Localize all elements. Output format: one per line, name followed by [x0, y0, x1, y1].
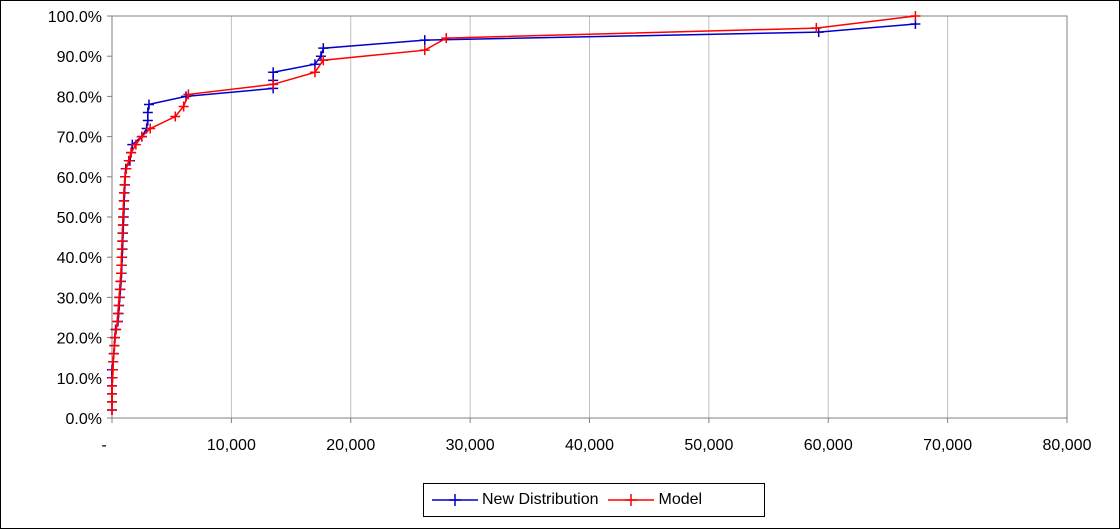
x-tick-label: 10,000 — [207, 437, 256, 454]
y-tick-label: 40.0% — [57, 250, 102, 267]
data-point-model — [121, 163, 132, 174]
legend: New Distribution Model — [423, 483, 765, 517]
y-tick-label: 80.0% — [57, 89, 102, 106]
data-point-model — [309, 67, 320, 78]
data-point-new-distribution — [268, 67, 279, 78]
legend-label-new-distribution: New Distribution — [482, 491, 599, 508]
x-tick-label: 40,000 — [565, 437, 614, 454]
data-point-model — [130, 139, 141, 150]
legend-swatch-model — [608, 494, 655, 506]
y-tick-label: 20.0% — [57, 331, 102, 348]
legend-entry-new-distribution: New Distribution — [432, 491, 598, 509]
data-point-model — [145, 123, 156, 134]
data-point-new-distribution — [419, 35, 430, 46]
data-point-model — [441, 33, 452, 44]
data-point-model — [111, 324, 122, 335]
data-point-new-distribution — [142, 107, 153, 118]
series-model — [107, 11, 921, 415]
x-tick-label: 20,000 — [326, 437, 375, 454]
x-tick-label: - — [101, 437, 106, 454]
legend-label-model: Model — [658, 491, 703, 508]
data-point-model — [268, 79, 279, 90]
data-point-model — [126, 147, 137, 158]
data-point-model — [910, 11, 921, 21]
y-tick-label: 60.0% — [57, 170, 102, 187]
data-point-model — [318, 55, 329, 66]
x-tick-label: 70,000 — [923, 437, 972, 454]
legend-entry-model: Model — [608, 491, 702, 509]
data-point-model — [120, 171, 131, 182]
y-tick-label: 30.0% — [57, 290, 102, 307]
data-point-model — [419, 45, 430, 56]
series-layer — [107, 11, 921, 415]
y-tick-label: 0.0% — [66, 411, 102, 428]
data-point-model — [178, 101, 189, 112]
y-tick-label: 100.0% — [48, 9, 102, 26]
legend-swatch-new-distribution — [432, 494, 478, 506]
data-point-model — [136, 131, 147, 142]
data-point-model — [183, 89, 194, 100]
y-tick-label: 90.0% — [57, 49, 102, 66]
x-tick-label: 80,000 — [1043, 437, 1092, 454]
y-tick-label: 70.0% — [57, 130, 102, 147]
data-point-model — [123, 155, 134, 166]
data-point-model — [109, 332, 120, 343]
tick-labels: - 10,000 20,000 30,000 40,000 50,000 60,000 70,… — [48, 9, 1092, 454]
data-point-model — [170, 111, 181, 122]
x-tick-label: 50,000 — [684, 437, 733, 454]
y-tick-label: 50.0% — [57, 210, 102, 227]
data-point-new-distribution — [144, 99, 155, 110]
data-point-new-distribution — [318, 43, 329, 54]
data-point-model — [811, 23, 822, 34]
grid-lines — [230, 16, 1068, 418]
x-tick-label: 30,000 — [446, 437, 495, 454]
y-tick-label: 10.0% — [57, 371, 102, 388]
x-tick-label: 60,000 — [804, 437, 853, 454]
